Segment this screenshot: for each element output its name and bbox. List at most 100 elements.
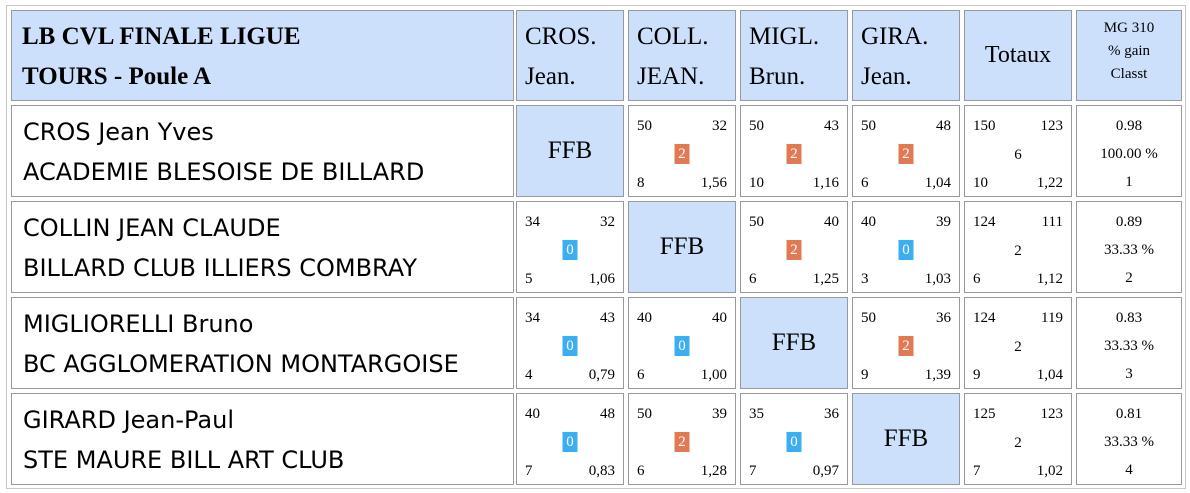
column-header-line-1: MIGL. xyxy=(749,23,820,50)
match-average: 1,39 xyxy=(924,367,951,383)
totals-cell: 124 111 2 6 1,12 xyxy=(964,201,1072,293)
match-average: 1,16 xyxy=(812,175,839,191)
total-match-points: 6 xyxy=(1014,147,1022,163)
gain-percent: 100.00 % xyxy=(1100,146,1158,162)
match-innings: 10 xyxy=(749,175,764,191)
title-line-2: TOURS - Poule A xyxy=(22,63,212,90)
match-opp-points: 32 xyxy=(712,118,727,134)
gain-percent: 33.33 % xyxy=(1104,242,1154,258)
self-match-cell: FFB xyxy=(740,297,848,389)
match-average: 1,04 xyxy=(924,175,951,191)
match-points: 40 xyxy=(861,214,876,230)
column-header-line-2: Jean. xyxy=(525,63,576,90)
gain-percent: 33.33 % xyxy=(1104,338,1154,354)
match-cell: 50 36 2 9 1,39 xyxy=(852,297,960,389)
match-points: 50 xyxy=(637,406,652,422)
match-average: 0,79 xyxy=(588,367,615,383)
match-average: 1,06 xyxy=(588,271,615,287)
total-opp-points: 119 xyxy=(1041,310,1063,326)
match-innings: 6 xyxy=(749,271,757,287)
mg-header-line-1: MG 310 xyxy=(1103,20,1155,36)
match-result-badge: 2 xyxy=(898,336,914,356)
mg-cell: 0.83 33.33 % 3 xyxy=(1076,297,1182,389)
match-opp-points: 48 xyxy=(600,406,615,422)
match-innings: 8 xyxy=(637,175,645,191)
total-innings: 10 xyxy=(973,175,988,191)
results-table: LB CVL FINALE LIGUE TOURS - Poule A CROS… xyxy=(6,5,1186,489)
rank: 3 xyxy=(1125,366,1133,382)
self-match-cell: FFB xyxy=(628,201,736,293)
column-header-line-2: Jean. xyxy=(861,63,912,90)
match-innings: 7 xyxy=(525,463,533,479)
total-match-points: 2 xyxy=(1014,435,1022,451)
match-result-badge: 0 xyxy=(562,432,578,452)
match-result-badge: 2 xyxy=(674,432,690,452)
match-average: 0,97 xyxy=(812,463,839,479)
column-header-girard: GIRA. Jean. xyxy=(852,10,960,101)
gain-percent: 33.33 % xyxy=(1104,434,1154,450)
match-result-badge: 0 xyxy=(898,240,914,260)
total-points: 150 xyxy=(973,118,996,134)
match-points: 50 xyxy=(749,118,764,134)
match-opp-points: 40 xyxy=(712,310,727,326)
mg-value: 0.81 xyxy=(1115,406,1143,422)
match-cell: 50 32 2 8 1,56 xyxy=(628,105,736,197)
match-result-badge: 0 xyxy=(786,432,802,452)
player-club: STE MAURE BILL ART CLUB xyxy=(23,446,345,474)
match-cell: 50 39 2 6 1,28 xyxy=(628,393,736,485)
match-result-badge: 2 xyxy=(674,144,690,164)
match-result-badge: 2 xyxy=(898,144,914,164)
match-result-badge: 2 xyxy=(786,144,802,164)
match-innings: 4 xyxy=(525,367,533,383)
match-points: 50 xyxy=(861,118,876,134)
match-opp-points: 40 xyxy=(824,214,839,230)
column-header-line-2: Brun. xyxy=(749,63,806,90)
mg-cell: 0.89 33.33 % 2 xyxy=(1076,201,1182,293)
mg-value: 0.89 xyxy=(1115,214,1143,230)
total-opp-points: 111 xyxy=(1041,214,1063,230)
total-average: 1,04 xyxy=(1036,367,1063,383)
match-average: 1,28 xyxy=(700,463,727,479)
match-innings: 9 xyxy=(861,367,869,383)
total-opp-points: 123 xyxy=(1040,118,1064,134)
column-header-line-1: CROS. xyxy=(525,23,597,50)
column-header-migliorelli: MIGL. Brun. xyxy=(740,10,848,101)
column-header-cros: CROS. Jean. xyxy=(516,10,624,101)
match-points: 34 xyxy=(525,214,540,230)
match-cell: 50 43 2 10 1,16 xyxy=(740,105,848,197)
total-opp-points: 123 xyxy=(1040,406,1064,422)
match-average: 1,03 xyxy=(924,271,951,287)
rank: 4 xyxy=(1125,462,1133,478)
match-cell: 35 36 0 7 0,97 xyxy=(740,393,848,485)
totals-cell: 124 119 2 9 1,04 xyxy=(964,297,1072,389)
match-average: 0,83 xyxy=(588,463,615,479)
match-cell: 50 40 2 6 1,25 xyxy=(740,201,848,293)
match-points: 50 xyxy=(637,118,652,134)
match-innings: 5 xyxy=(525,271,533,287)
match-points: 35 xyxy=(749,406,764,422)
match-innings: 3 xyxy=(861,271,869,287)
total-innings: 9 xyxy=(973,367,981,383)
player-name: CROS Jean Yves xyxy=(23,118,214,146)
match-result-badge: 0 xyxy=(562,240,578,260)
mg-cell: 0.81 33.33 % 4 xyxy=(1076,393,1182,485)
column-header-mg: MG 310 % gain Classt xyxy=(1076,10,1182,101)
mg-header-line-2: % gain xyxy=(1107,43,1151,59)
match-innings: 6 xyxy=(637,367,645,383)
match-opp-points: 32 xyxy=(600,214,615,230)
match-points: 40 xyxy=(637,310,652,326)
total-innings: 6 xyxy=(973,271,981,287)
match-innings: 6 xyxy=(861,175,869,191)
player-cell: CROS Jean Yves ACADEMIE BLESOISE DE BILL… xyxy=(11,105,514,197)
self-match-cell: FFB xyxy=(852,393,960,485)
match-average: 1,56 xyxy=(700,175,727,191)
mg-cell: 0.98 100.00 % 1 xyxy=(1076,105,1182,197)
player-club: BC AGGLOMERATION MONTARGOISE xyxy=(23,350,459,378)
match-result-badge: 0 xyxy=(562,336,578,356)
table-title: LB CVL FINALE LIGUE TOURS - Poule A xyxy=(11,10,514,101)
match-opp-points: 36 xyxy=(824,406,839,422)
column-header-line-1: COLL. xyxy=(637,23,709,50)
match-points: 40 xyxy=(525,406,540,422)
rank: 2 xyxy=(1125,270,1133,286)
match-cell: 34 43 0 4 0,79 xyxy=(516,297,624,389)
